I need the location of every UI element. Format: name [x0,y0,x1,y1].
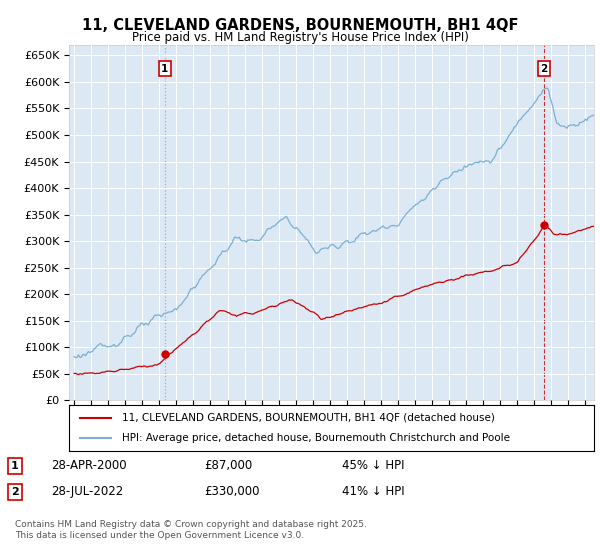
Text: 45% ↓ HPI: 45% ↓ HPI [342,459,404,473]
Text: 11, CLEVELAND GARDENS, BOURNEMOUTH, BH1 4QF (detached house): 11, CLEVELAND GARDENS, BOURNEMOUTH, BH1 … [121,413,494,423]
Text: 28-JUL-2022: 28-JUL-2022 [51,485,123,498]
Text: Price paid vs. HM Land Registry's House Price Index (HPI): Price paid vs. HM Land Registry's House … [131,31,469,44]
Text: 2: 2 [11,487,19,497]
Text: 1: 1 [161,64,169,74]
Text: 28-APR-2000: 28-APR-2000 [51,459,127,473]
Text: 2: 2 [541,64,548,74]
Text: 1: 1 [11,461,19,471]
Text: £87,000: £87,000 [204,459,252,473]
Text: HPI: Average price, detached house, Bournemouth Christchurch and Poole: HPI: Average price, detached house, Bour… [121,433,509,443]
Text: 11, CLEVELAND GARDENS, BOURNEMOUTH, BH1 4QF: 11, CLEVELAND GARDENS, BOURNEMOUTH, BH1 … [82,18,518,33]
Text: 41% ↓ HPI: 41% ↓ HPI [342,485,404,498]
Text: £330,000: £330,000 [204,485,260,498]
Text: Contains HM Land Registry data © Crown copyright and database right 2025.
This d: Contains HM Land Registry data © Crown c… [15,520,367,540]
